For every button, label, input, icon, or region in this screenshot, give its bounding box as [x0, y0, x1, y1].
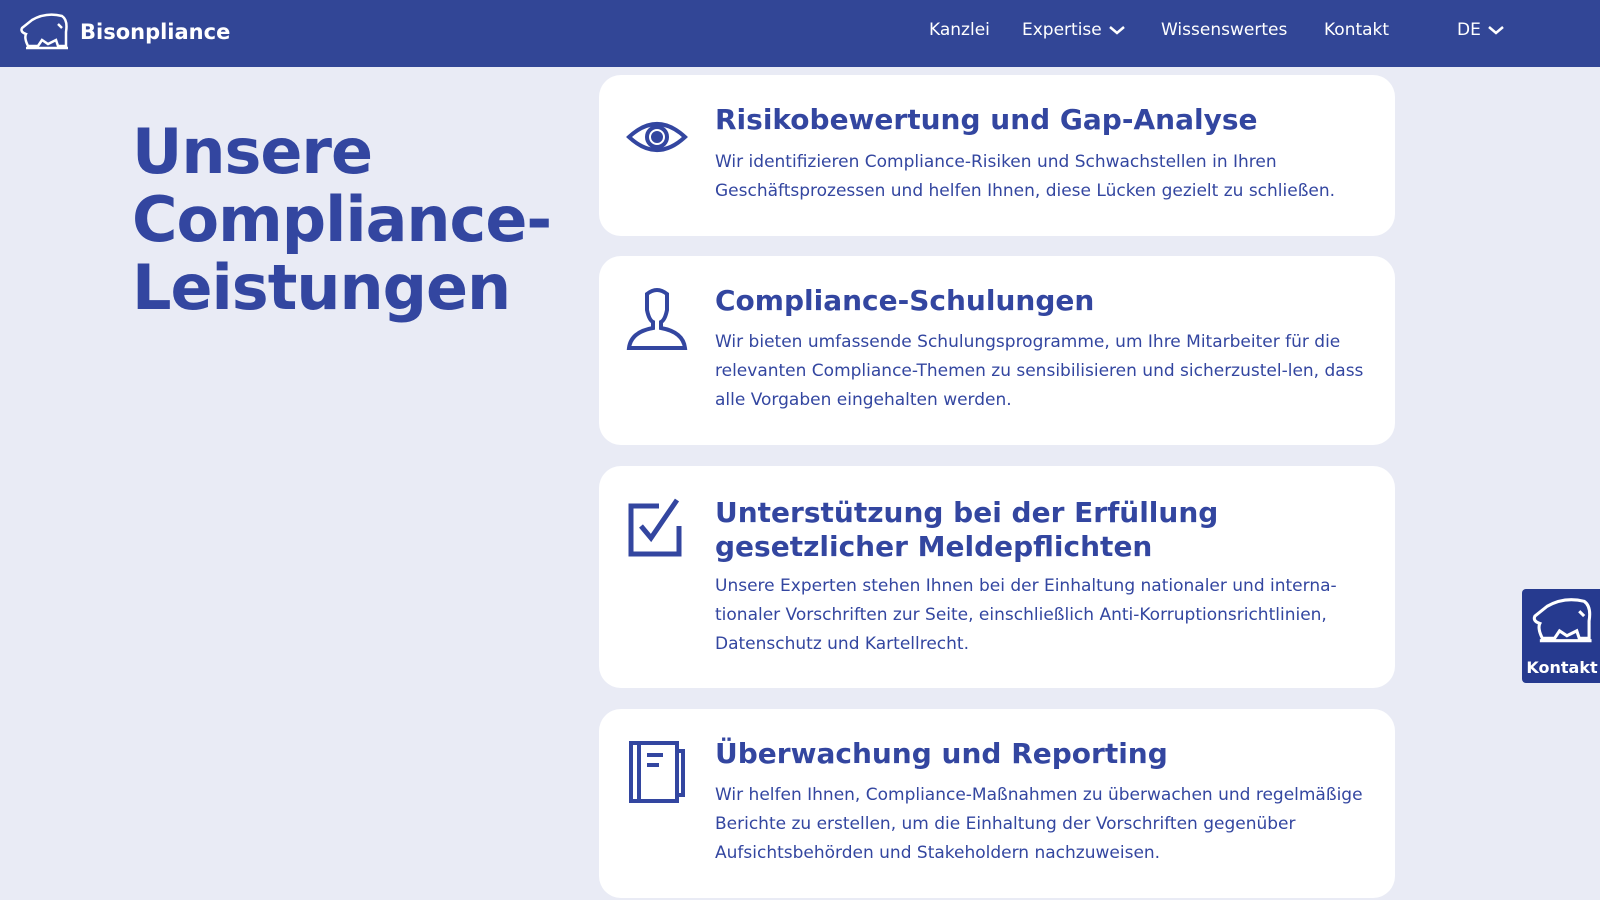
- service-text: Wir helfen Ihnen, Compliance-Maßnahmen z…: [715, 785, 1363, 863]
- service-card: Überwachung und Reporting Wir helfen Ihn…: [599, 709, 1395, 898]
- nav-label: Kanzlei: [929, 20, 990, 40]
- nav-label: Wissenswertes: [1161, 20, 1288, 40]
- brand-logo[interactable]: Bisonpliance: [18, 12, 230, 52]
- person-icon: [626, 288, 688, 350]
- eye-icon: [626, 122, 688, 152]
- language-label: DE: [1457, 20, 1481, 40]
- chevron-down-icon: [1488, 26, 1504, 35]
- language-selector[interactable]: DE: [1457, 20, 1505, 40]
- checkbox-icon: [628, 498, 682, 557]
- contact-fab-label: Kontakt: [1526, 658, 1598, 677]
- nav-kontakt[interactable]: Kontakt: [1324, 20, 1389, 40]
- service-title: Compliance-Schulungen: [715, 284, 1095, 317]
- service-card: Risikobewertung und Gap-Analyse Wir iden…: [599, 75, 1395, 236]
- brand-name: Bisonpliance: [80, 20, 231, 44]
- bison-icon: [1532, 598, 1592, 643]
- service-title: Überwachung und Reporting: [715, 737, 1168, 770]
- service-card: Compliance-Schulungen Wir bieten umfasse…: [599, 256, 1395, 445]
- service-card: Unterstützung bei der Erfüllung gesetzli…: [599, 466, 1395, 688]
- nav-label: Kontakt: [1324, 20, 1390, 40]
- chevron-down-icon: [1108, 26, 1125, 35]
- nav-label: Expertise: [1022, 20, 1102, 40]
- service-text: Unsere Experten stehen Ihnen bei der Ein…: [715, 576, 1337, 654]
- bison-icon: [20, 13, 68, 50]
- service-text: Wir bieten umfassende Schulungsprogramme…: [715, 332, 1364, 410]
- top-navbar: Bisonpliance Kanzlei Expertise Wissenswe…: [0, 0, 1600, 67]
- nav-expertise[interactable]: Expertise: [1022, 20, 1126, 40]
- contact-fab[interactable]: Kontakt: [1522, 589, 1600, 683]
- service-title: Risikobewertung und Gap-Analyse: [715, 103, 1258, 136]
- nav-wissenswertes[interactable]: Wissenswertes: [1161, 20, 1287, 40]
- nav-kanzlei[interactable]: Kanzlei: [929, 20, 990, 40]
- notebook-icon: [629, 741, 685, 803]
- service-text: Wir identifizieren Compliance-Risiken un…: [715, 152, 1336, 201]
- page-title: Unsere Compliance-Leistungen: [132, 115, 552, 324]
- service-title: Unterstützung bei der Erfüllung gesetzli…: [715, 496, 1219, 563]
